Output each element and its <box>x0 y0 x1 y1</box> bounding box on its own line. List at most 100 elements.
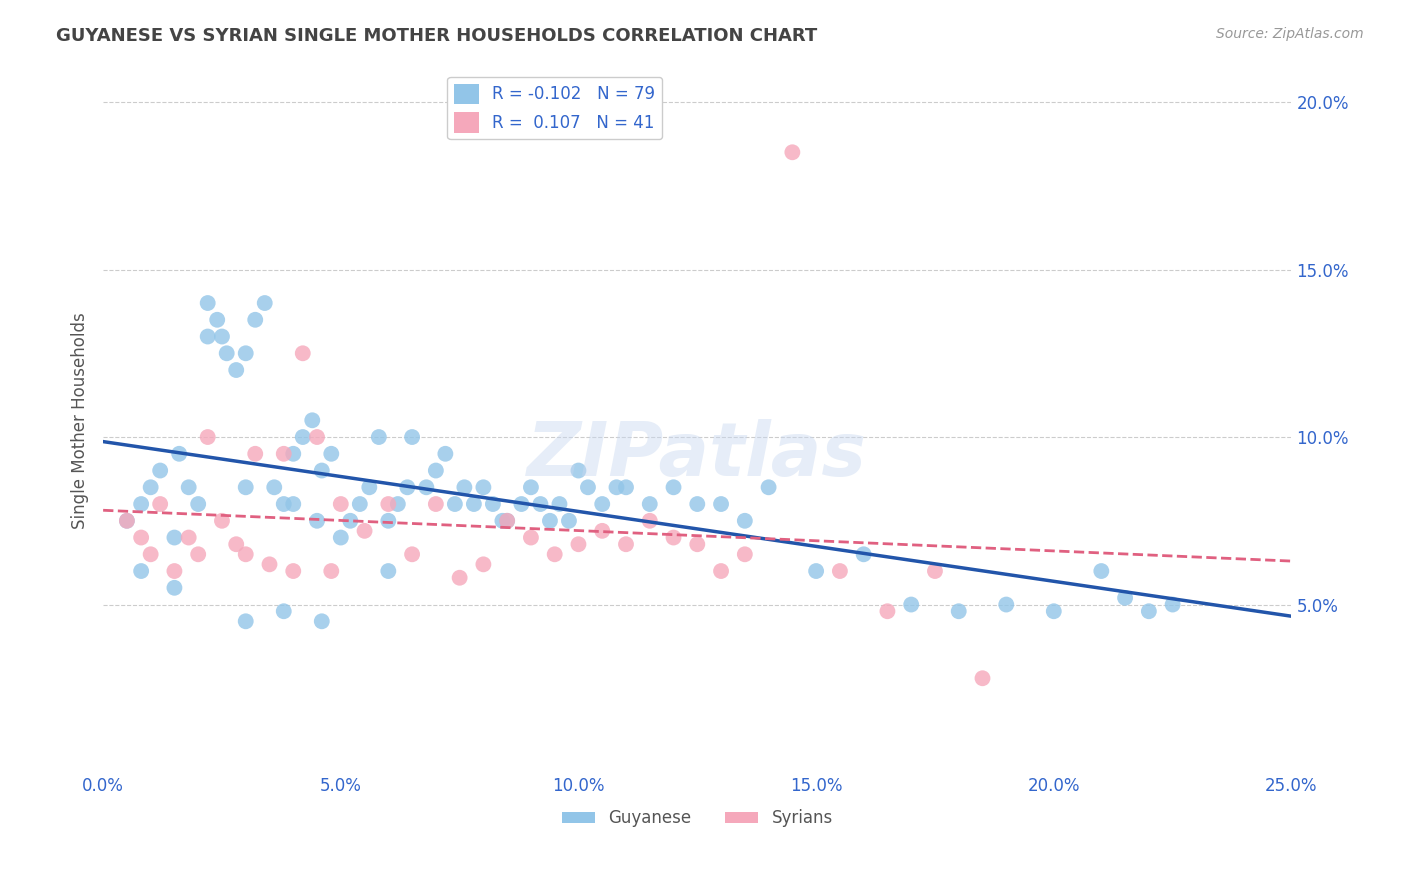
Point <box>177 531 200 545</box>
Y-axis label: Single Mother Households: Single Mother Households <box>72 312 89 529</box>
Point <box>129 531 152 545</box>
Point <box>686 497 709 511</box>
Point <box>283 497 305 511</box>
Point <box>115 514 138 528</box>
Point <box>1042 604 1064 618</box>
Point <box>520 480 543 494</box>
Point <box>434 447 457 461</box>
Point <box>567 464 589 478</box>
Point <box>463 497 485 511</box>
Point <box>273 497 295 511</box>
Point <box>359 480 381 494</box>
Point <box>149 497 172 511</box>
Point <box>924 564 946 578</box>
Point <box>614 480 637 494</box>
Point <box>591 524 613 538</box>
Point <box>139 480 162 494</box>
Point <box>444 497 467 511</box>
Point <box>491 514 513 528</box>
Point <box>496 514 519 528</box>
Point <box>415 480 437 494</box>
Point <box>187 497 209 511</box>
Point <box>1114 591 1136 605</box>
Point <box>948 604 970 618</box>
Point <box>605 480 627 494</box>
Point <box>311 464 333 478</box>
Point <box>301 413 323 427</box>
Point <box>638 514 661 528</box>
Point <box>510 497 533 511</box>
Point <box>129 497 152 511</box>
Point <box>115 514 138 528</box>
Point <box>1137 604 1160 618</box>
Point <box>852 547 875 561</box>
Point <box>377 514 399 528</box>
Point <box>329 531 352 545</box>
Point <box>544 547 567 561</box>
Point <box>472 558 495 572</box>
Point <box>211 514 233 528</box>
Point <box>425 497 447 511</box>
Point <box>291 346 314 360</box>
Point <box>259 558 281 572</box>
Point <box>576 480 599 494</box>
Point <box>520 531 543 545</box>
Point <box>205 312 228 326</box>
Point <box>139 547 162 561</box>
Point <box>329 497 352 511</box>
Point <box>235 346 257 360</box>
Point <box>253 296 276 310</box>
Point <box>235 615 257 629</box>
Point <box>782 145 804 160</box>
Point <box>225 363 247 377</box>
Point <box>149 464 172 478</box>
Point <box>273 447 295 461</box>
Point <box>321 447 343 461</box>
Point <box>177 480 200 494</box>
Point <box>339 514 361 528</box>
Point <box>548 497 571 511</box>
Point <box>614 537 637 551</box>
Point <box>453 480 475 494</box>
Point <box>163 581 186 595</box>
Point <box>225 537 247 551</box>
Point <box>197 430 219 444</box>
Point <box>263 480 285 494</box>
Point <box>321 564 343 578</box>
Point <box>401 547 423 561</box>
Point <box>283 447 305 461</box>
Point <box>396 480 419 494</box>
Point <box>367 430 389 444</box>
Point <box>662 531 685 545</box>
Text: GUYANESE VS SYRIAN SINGLE MOTHER HOUSEHOLDS CORRELATION CHART: GUYANESE VS SYRIAN SINGLE MOTHER HOUSEHO… <box>56 27 817 45</box>
Point <box>305 514 328 528</box>
Point <box>710 564 733 578</box>
Point <box>235 547 257 561</box>
Point <box>273 604 295 618</box>
Point <box>591 497 613 511</box>
Point <box>211 329 233 343</box>
Point <box>710 497 733 511</box>
Point <box>804 564 827 578</box>
Point <box>305 430 328 444</box>
Point <box>496 514 519 528</box>
Point <box>187 547 209 561</box>
Point <box>163 531 186 545</box>
Point <box>1161 598 1184 612</box>
Point <box>197 329 219 343</box>
Point <box>567 537 589 551</box>
Point <box>529 497 551 511</box>
Point <box>876 604 898 618</box>
Point <box>734 514 756 528</box>
Point <box>758 480 780 494</box>
Point <box>972 671 994 685</box>
Point <box>245 312 267 326</box>
Point <box>377 564 399 578</box>
Point <box>558 514 581 528</box>
Point <box>245 447 267 461</box>
Point <box>538 514 561 528</box>
Point <box>734 547 756 561</box>
Point <box>129 564 152 578</box>
Point <box>283 564 305 578</box>
Point <box>167 447 190 461</box>
